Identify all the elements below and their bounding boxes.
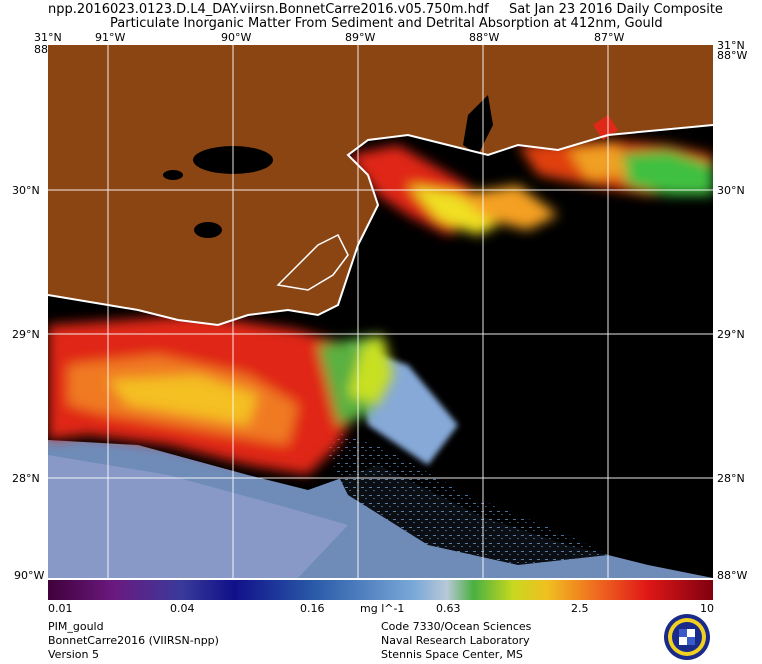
corner-lon-top-right: 88°W (717, 49, 748, 62)
mobile-bay (463, 95, 493, 155)
corner-label-bottom-right: 88°W (717, 569, 748, 582)
corner-label-top-right: 31°N (717, 39, 745, 52)
colorbar-unit: mg l^-1 (360, 602, 405, 615)
lat-label-28n-right: 28°N (717, 472, 745, 485)
corner-label-bottom-left: 90°W (14, 569, 45, 582)
lat-label-28n-left: 28°N (12, 472, 40, 485)
delta-outline (276, 233, 349, 291)
colorbar-tick-0.01: 0.01 (48, 602, 73, 615)
colorbar-tick-0.16: 0.16 (300, 602, 325, 615)
lake-maurepas (163, 170, 183, 180)
footer-code: Code 7330/Ocean Sciences (381, 620, 532, 633)
corner-label-top-left: 31°N (34, 31, 62, 44)
lat-label-30n-left: 30°N (12, 184, 40, 197)
map-graphic (48, 45, 713, 578)
colorbar-tick-2.5: 2.5 (571, 602, 589, 615)
footer-product-name: PIM_gould (48, 620, 104, 633)
land-area (48, 45, 713, 325)
lake-interior (194, 222, 222, 238)
footer-location: Stennis Space Center, MS (381, 648, 523, 661)
lon-label-88w: 88°W (469, 31, 500, 44)
coastline (48, 124, 713, 327)
footer-lab: Naval Research Laboratory (381, 634, 530, 647)
graticule (48, 45, 713, 578)
product-title: Particulate Inorganic Matter From Sedime… (110, 16, 663, 31)
lon-label-89w: 89°W (345, 31, 376, 44)
colorbar-tick-10: 10 (700, 602, 714, 615)
nrl-seal-logo (664, 614, 710, 660)
colorbar (48, 580, 713, 600)
lon-label-91w: 91°W (95, 31, 126, 44)
lat-label-29n-left: 29°N (12, 328, 40, 341)
file-name-title: npp.2016023.0123.D.L4_DAY.viirsn.BonnetC… (48, 2, 489, 17)
colorbar-tick-0.04: 0.04 (170, 602, 195, 615)
speckle-band (313, 425, 608, 565)
lat-label-29n-right: 29°N (717, 328, 745, 341)
satellite-map (48, 45, 713, 578)
date-label: Sat Jan 23 2016 Daily Composite (509, 2, 723, 17)
footer-region: BonnetCarre2016 (VIIRSN-npp) (48, 634, 219, 647)
lat-label-30n-right: 30°N (717, 184, 745, 197)
colorbar-tick-0.63: 0.63 (436, 602, 461, 615)
lon-label-87w: 87°W (594, 31, 625, 44)
lon-label-90w: 90°W (221, 31, 252, 44)
deep-water (48, 455, 348, 578)
footer-version: Version 5 (48, 648, 99, 661)
